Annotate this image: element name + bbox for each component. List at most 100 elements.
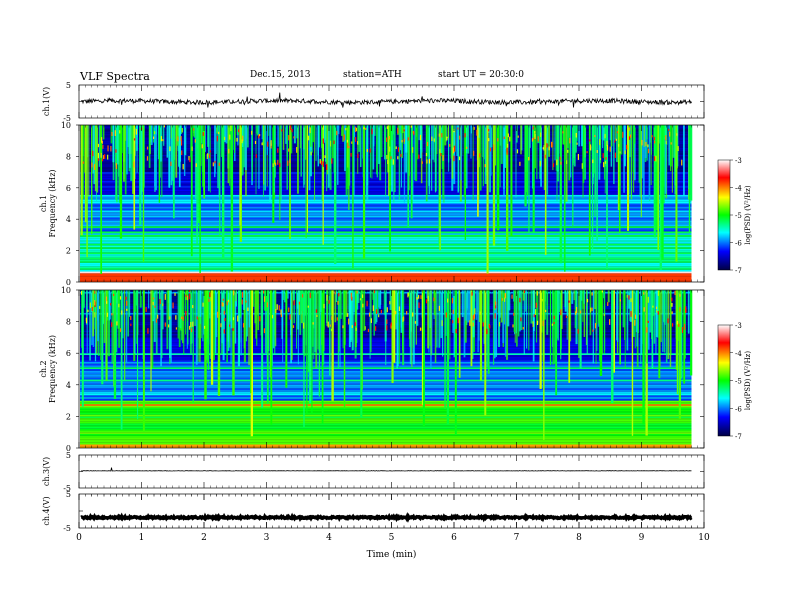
sferic-streak	[374, 290, 377, 324]
sferic-streak	[634, 125, 636, 144]
sferic-line	[192, 290, 194, 403]
x-tick-label: 2	[201, 533, 207, 543]
hot-speckle	[277, 148, 279, 153]
sferic-streak	[124, 125, 127, 195]
sferic-line	[458, 290, 461, 378]
sferic-line	[232, 290, 235, 396]
hot-speckle	[506, 150, 508, 155]
colorbar-tick-label: -4	[735, 350, 742, 358]
y-tick-label: 10	[61, 121, 71, 130]
hot-speckle	[560, 161, 562, 165]
hot-speckle	[449, 143, 451, 147]
sferic-streak	[329, 125, 332, 190]
hot-speckle	[586, 298, 589, 303]
sferic-line	[120, 290, 123, 430]
hot-speckle	[542, 320, 544, 327]
hot-speckle	[168, 324, 170, 328]
sferic-streak	[344, 125, 346, 172]
hot-speckle	[552, 163, 555, 168]
hot-speckle	[91, 307, 93, 312]
colorbar-tick-label: -7	[735, 267, 742, 275]
sferic-streak	[108, 290, 110, 321]
frequency-band	[80, 426, 692, 429]
sferic-streak	[179, 290, 182, 329]
hot-speckle	[263, 328, 266, 334]
sferic-line	[484, 290, 487, 416]
sferic-streak	[170, 125, 172, 139]
sferic-streak	[671, 125, 673, 193]
frequency-band	[80, 266, 692, 269]
sferic-streak	[506, 290, 509, 360]
sferic-streak	[238, 290, 240, 365]
sferic-streak	[646, 125, 648, 161]
sferic-streak	[622, 290, 625, 328]
sferic-streak	[399, 125, 402, 151]
sferic-line	[362, 125, 366, 259]
sferic-streak	[633, 125, 635, 149]
sferic-streak	[318, 125, 320, 148]
hot-speckle	[119, 296, 122, 300]
hot-speckle	[671, 323, 674, 327]
sferic-streak	[195, 290, 198, 365]
sferic-streak	[128, 290, 131, 317]
sferic-streak	[516, 125, 518, 143]
sferic-streak	[650, 125, 652, 186]
hot-speckle	[395, 146, 397, 150]
hot-speckle	[386, 325, 388, 331]
hot-speckle	[466, 146, 468, 150]
sferic-line	[84, 125, 87, 223]
hot-speckle	[421, 161, 423, 164]
sferic-streak	[178, 125, 180, 167]
sferic-line	[318, 290, 321, 397]
hot-speckle	[177, 136, 179, 142]
hot-speckle	[457, 127, 459, 130]
sferic-streak	[616, 125, 618, 163]
sferic-streak	[304, 290, 306, 357]
hot-speckle	[497, 138, 499, 142]
hot-speckle	[241, 291, 244, 298]
frequency-band	[80, 383, 692, 385]
sferic-streak	[81, 125, 84, 157]
hot-speckle	[288, 148, 290, 152]
hot-speckle	[407, 137, 409, 141]
sferic-streak	[123, 125, 125, 182]
hot-speckle	[389, 146, 391, 152]
sferic-streak	[234, 290, 237, 344]
hot-speckle	[542, 147, 544, 150]
frequency-band	[80, 227, 692, 230]
hot-speckle	[532, 126, 534, 130]
hot-speckle	[289, 125, 292, 131]
sferic-streak	[115, 125, 117, 201]
hot-speckle	[94, 290, 96, 294]
sferic-streak	[408, 125, 410, 176]
frequency-band	[80, 243, 692, 246]
sferic-streak	[402, 290, 405, 366]
frequency-band	[80, 435, 692, 438]
sferic-streak	[345, 125, 348, 196]
frequency-band	[80, 247, 692, 249]
frequency-band	[80, 241, 692, 244]
sferic-streak	[391, 125, 394, 141]
frequency-band	[80, 229, 692, 232]
hot-speckle	[390, 324, 392, 329]
sferic-streak	[411, 290, 413, 367]
hot-speckle	[241, 139, 243, 144]
hot-speckle	[334, 290, 336, 295]
sferic-line	[626, 125, 630, 231]
hot-speckle	[581, 163, 583, 169]
sferic-streak	[92, 125, 94, 174]
frequency-band	[80, 219, 692, 221]
sferic-streak	[230, 290, 232, 365]
sferic-line	[210, 290, 214, 385]
hot-speckle	[351, 296, 353, 301]
sferic-streak	[337, 125, 339, 185]
sferic-streak	[504, 290, 507, 357]
sferic-streak	[298, 290, 300, 302]
frequency-band	[80, 254, 692, 256]
sferic-streak	[500, 125, 503, 164]
station-label: station=ATH	[343, 70, 402, 80]
sferic-streak	[390, 125, 393, 166]
hot-speckle	[473, 313, 475, 319]
sferic-streak	[168, 125, 171, 188]
sferic-streak	[280, 125, 282, 201]
